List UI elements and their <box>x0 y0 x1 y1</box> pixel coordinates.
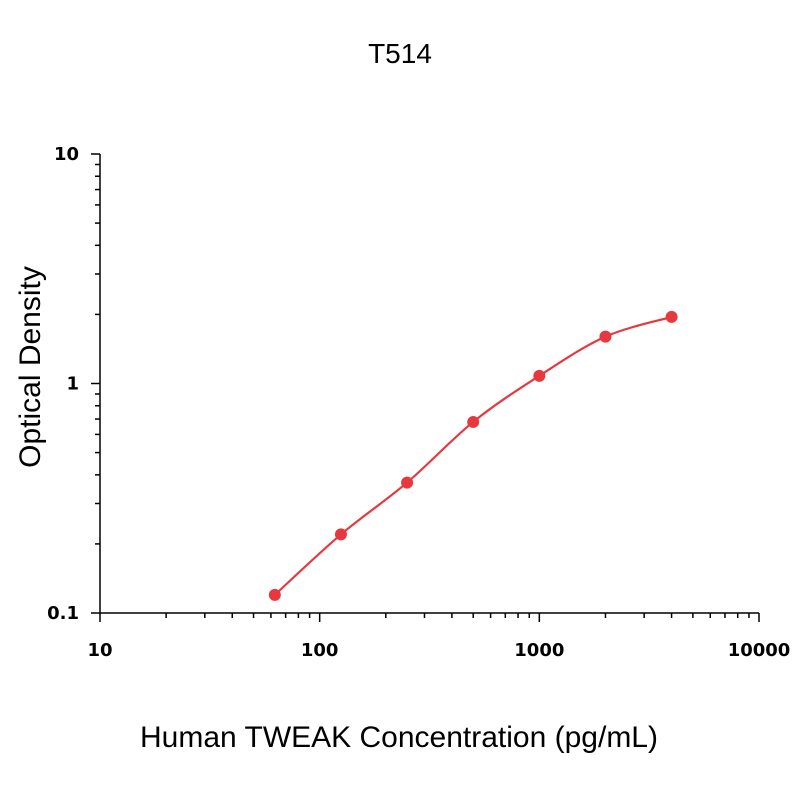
x-tick-label: 10 <box>87 640 112 661</box>
x-axis-label: Human TWEAK Concentration (pg/mL) <box>140 721 658 754</box>
x-tick-label: 10000 <box>728 640 791 661</box>
y-axis-label: Optical Density <box>14 266 47 468</box>
y-tick-label: 1 <box>66 374 79 395</box>
data-point <box>467 415 480 428</box>
ticks <box>91 153 760 622</box>
series-layer <box>268 310 678 601</box>
x-tick-label: 100 <box>301 640 339 661</box>
chart-title: T514 <box>368 38 432 69</box>
data-point <box>334 528 347 541</box>
data-point <box>533 369 546 382</box>
y-tick-label: 10 <box>54 144 79 165</box>
data-point <box>401 476 414 489</box>
tick-labels: 10 100 1000 10000 0.1 1 10 <box>47 144 790 661</box>
x-tick-label: 1000 <box>514 640 564 661</box>
data-point <box>665 310 678 323</box>
axes <box>99 154 759 614</box>
y-tick-label: 0.1 <box>47 603 79 624</box>
series-line <box>274 315 672 596</box>
data-point <box>599 330 612 343</box>
data-point <box>268 588 281 601</box>
